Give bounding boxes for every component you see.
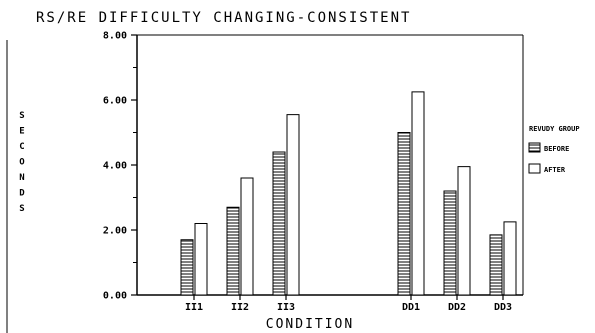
- legend-title: REVUDY GROUP: [529, 125, 580, 133]
- y-tick-label: 2.00: [103, 226, 127, 237]
- y-label-char: D: [19, 189, 25, 199]
- y-label-char: E: [19, 127, 24, 137]
- bar-after-dd3: [503, 221, 517, 296]
- x-axis-label: CONDITION: [266, 317, 354, 332]
- y-tick-label: 6.00: [103, 96, 127, 107]
- y-tick-label: 4.00: [103, 161, 127, 172]
- y-label-char: S: [19, 204, 24, 214]
- x-tick-label: DD1: [402, 302, 420, 313]
- x-tick-label: II3: [277, 302, 295, 313]
- bar-before-dd2: [443, 190, 457, 296]
- x-tick-label: II1: [185, 302, 203, 313]
- x-axis-ticks: II1 II2 II3 DD1 DD2 DD3: [185, 295, 512, 313]
- y-tick-label: 8.00: [103, 31, 127, 42]
- x-tick-label: II2: [231, 302, 249, 313]
- legend-swatch-after: [528, 163, 541, 174]
- y-axis-ticks: 0.00 2.00 4.00 6.00 8.00: [103, 31, 137, 302]
- x-tick-label: DD2: [448, 302, 466, 313]
- bar-before-dd1: [397, 132, 411, 296]
- y-tick-label: 0.00: [103, 291, 127, 302]
- bar-after-dd2: [457, 166, 471, 296]
- bar-after-ii2: [240, 177, 254, 296]
- y-label-char: S: [19, 111, 24, 121]
- y-label-char: O: [19, 158, 25, 168]
- x-tick-label: DD3: [494, 302, 512, 313]
- legend-label-before: BEFORE: [544, 145, 569, 153]
- bar-before-dd3: [489, 234, 503, 296]
- y-label-char: N: [19, 173, 24, 183]
- bar-before-ii2: [226, 206, 240, 296]
- chart-title: RS/RE DIFFICULTY CHANGING-CONSISTENT: [36, 10, 411, 26]
- legend: REVUDY GROUP BEFORE AFTER: [528, 125, 580, 174]
- bar-after-ii1: [194, 223, 208, 296]
- bars: [180, 91, 517, 296]
- bar-after-ii3: [286, 114, 300, 296]
- legend-label-after: AFTER: [544, 166, 566, 174]
- y-label-char: C: [19, 142, 24, 152]
- legend-swatch-before: [528, 142, 541, 153]
- bar-before-ii3: [272, 151, 286, 296]
- bar-before-ii1: [180, 239, 194, 296]
- bar-after-dd1: [411, 91, 425, 296]
